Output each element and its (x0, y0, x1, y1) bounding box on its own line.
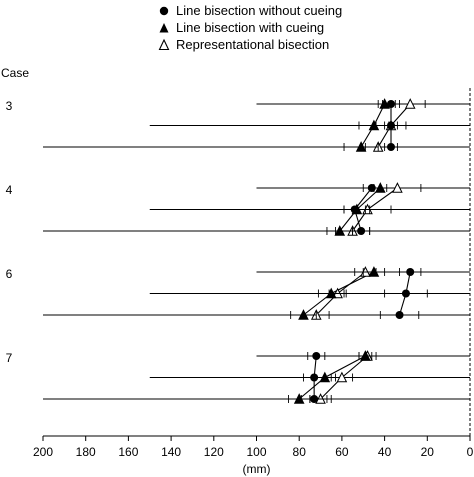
point-case3-with_cueing-200mm-marker (355, 141, 367, 152)
point-case4-without_cueing-100mm-marker (367, 184, 376, 192)
x-tick-label-0: 0 (467, 445, 474, 459)
legend-item-representational: Representational bisection (156, 36, 386, 53)
x-tick-label-100: 100 (246, 445, 266, 459)
filled-circle-icon (159, 6, 169, 15)
legend-label-without-cueing: Line bisection without cueing (176, 3, 343, 18)
point-case3-without_cueing-200mm-marker (387, 143, 396, 151)
point-case4-representational-100mm-marker (392, 182, 403, 193)
x-tick-label-40: 40 (378, 445, 392, 459)
point-case6-with_cueing-150mm-marker (325, 287, 337, 299)
x-tick-label-60: 60 (335, 445, 349, 459)
point-case3-without_cueing-100mm-marker (387, 100, 396, 108)
point-case7-representational-150mm-marker (336, 371, 348, 383)
x-tick-label-80: 80 (293, 445, 307, 459)
case-label-7: 7 (6, 351, 13, 365)
point-case4-without_cueing-200mm-marker (357, 227, 366, 235)
legend-label-representational: Representational bisection (176, 37, 330, 52)
point-case6-with_cueing-200mm-marker (298, 309, 309, 320)
x-tick-label-200: 200 (33, 445, 53, 459)
point-case3-with_cueing-150mm-marker (368, 119, 380, 131)
point-case4-with_cueing-200mm-marker (334, 225, 346, 236)
x-tick-label-120: 120 (204, 445, 224, 459)
point-case6-without_cueing-150mm-marker (401, 289, 410, 298)
point-case4-without_cueing-150mm-marker (350, 205, 359, 214)
x-tick-label-20: 20 (421, 445, 435, 459)
point-case7-without_cueing-150mm-marker (310, 373, 319, 382)
x-tick-label-160: 160 (118, 445, 138, 459)
filled-triangle-icon (159, 22, 169, 32)
point-case7-with_cueing-100mm-marker (360, 350, 371, 361)
x-tick-label-180: 180 (76, 445, 96, 459)
legend-item-with-cueing: Line bisection with cueing (156, 19, 386, 36)
point-case3-representational-100mm-marker (404, 98, 416, 109)
point-case3-without_cueing-150mm-marker (387, 121, 396, 130)
point-case6-with_cueing-100mm-marker (368, 266, 380, 277)
x-axis-label: (mm) (243, 462, 271, 476)
case-label-6: 6 (6, 267, 13, 281)
x-tick-label-140: 140 (161, 445, 181, 459)
case-label-4: 4 (6, 183, 13, 197)
point-case7-without_cueing-200mm-marker (310, 395, 319, 403)
legend-label-with-cueing: Line bisection with cueing (176, 20, 325, 35)
point-case7-without_cueing-100mm-marker (312, 352, 321, 360)
legend: Line bisection without cueing Line bisec… (156, 2, 386, 53)
case-label-3: 3 (6, 99, 13, 113)
legend-item-without-cueing: Line bisection without cueing (156, 2, 386, 19)
open-triangle-icon (158, 38, 170, 50)
point-case6-without_cueing-200mm-marker (395, 311, 404, 319)
point-case6-without_cueing-100mm-marker (406, 268, 415, 276)
case-header: Case (1, 66, 29, 80)
